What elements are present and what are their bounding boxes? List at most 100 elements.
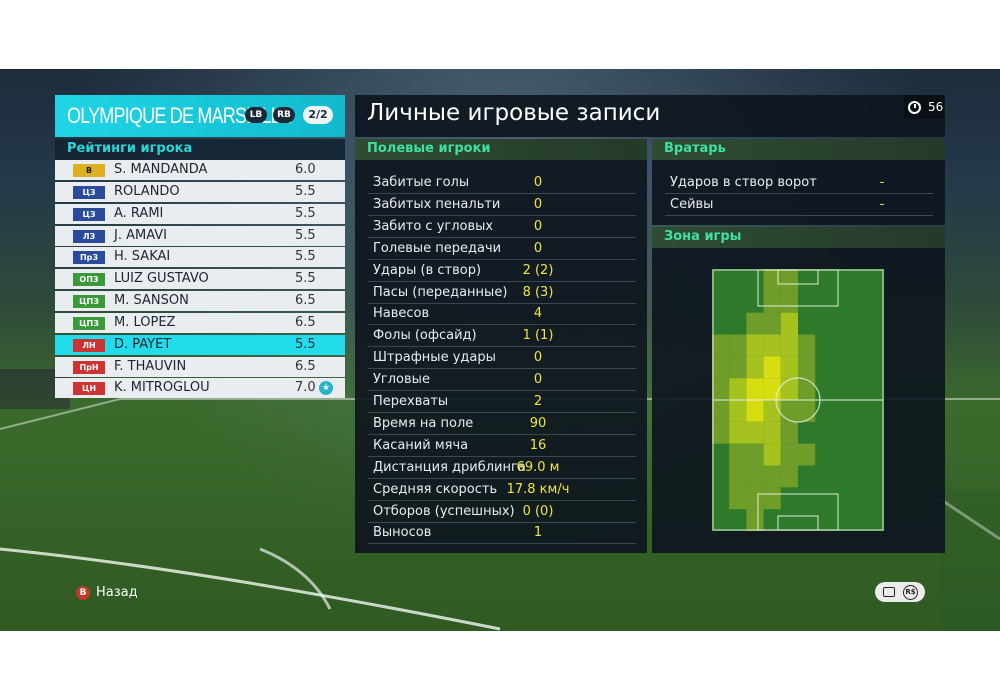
heat-cell xyxy=(780,400,798,422)
player-list: В S. MANDANDA 6.0 ЦЗ ROLANDO 5.5 ЦЗ A. RAMI 5.5 Л… xyxy=(55,160,345,400)
heat-cell xyxy=(712,356,730,379)
stat-row: Голевые передачи 0 xyxy=(368,238,636,260)
player-row[interactable]: ПрЗ H. SAKAI 5.5 xyxy=(55,247,345,268)
heat-cell xyxy=(763,334,781,357)
zone-panel: Зона игры xyxy=(652,227,945,553)
position-badge: ЦПЗ xyxy=(73,295,105,309)
stat-row: Время на поле 90 xyxy=(368,413,636,435)
heat-cell xyxy=(729,487,747,510)
player-row[interactable]: ЛН D. PAYET 5.5 xyxy=(55,334,345,355)
stat-value: 90 xyxy=(529,415,547,431)
heat-cell xyxy=(729,465,747,488)
heat-cell xyxy=(763,312,781,335)
heat-cell xyxy=(746,421,764,444)
ratings-title: Рейтинги игрока xyxy=(67,141,193,156)
stat-value: 0 (0) xyxy=(522,503,554,519)
position-badge: ПрЗ xyxy=(73,251,105,265)
zone-section-title: Зона игры xyxy=(664,229,742,244)
stat-label: Забитые голы xyxy=(373,175,470,190)
star-icon: ★ xyxy=(319,381,333,396)
stat-value: 0 xyxy=(533,240,543,256)
stat-value: 69.0 м xyxy=(516,459,560,475)
field-section-title: Полевые игроки xyxy=(367,141,491,156)
player-row[interactable]: ЦПЗ M. SANSON 6.5 xyxy=(55,291,345,312)
player-row[interactable]: ЦЗ A. RAMI 5.5 xyxy=(55,203,345,224)
player-row[interactable]: ОПЗ LUIZ GUSTAVO 5.5 xyxy=(55,269,345,290)
player-name: M. LOPEZ xyxy=(114,314,176,330)
player-rating: 5.5 xyxy=(295,336,316,352)
heat-cell xyxy=(712,400,730,422)
player-name: H. SAKAI xyxy=(114,249,171,265)
player-name: S. MANDANDA xyxy=(114,162,208,177)
player-rating: 5.5 xyxy=(295,227,316,243)
stat-label: Дистанция дриблинга xyxy=(373,459,526,475)
heat-cell xyxy=(746,334,764,357)
heat-cell xyxy=(729,421,747,444)
player-row[interactable]: ЦН K. MITROGLOU 7.0 ★ xyxy=(55,378,345,399)
player-row[interactable]: ЦПЗ M. LOPEZ 6.5 xyxy=(55,312,345,333)
stat-value: 0 xyxy=(533,175,543,190)
stat-value: 1 (1) xyxy=(522,328,554,344)
heatmap xyxy=(712,269,884,531)
heat-cell xyxy=(780,312,798,335)
player-rating: 5.5 xyxy=(295,183,316,199)
back-button[interactable]: B Назад xyxy=(76,585,138,600)
player-rating: 7.0 xyxy=(295,380,316,396)
lb-button[interactable]: LB xyxy=(245,107,267,123)
stat-label: Выносов xyxy=(373,525,432,541)
gk-section-header: Вратарь xyxy=(652,139,945,160)
stat-label: Штрафные удары xyxy=(373,350,496,366)
stat-row: Ударов в створ ворот - xyxy=(665,172,933,194)
heat-cell xyxy=(729,334,747,357)
stat-row: Пасы (переданные) 8 (3) xyxy=(368,282,636,304)
stat-value: 2 xyxy=(533,394,543,409)
stat-row: Штрафные удары 0 xyxy=(368,347,636,370)
chat-controls[interactable]: R$ xyxy=(875,582,925,602)
player-row[interactable]: ЦЗ ROLANDO 5.5 xyxy=(55,181,345,202)
heat-cell xyxy=(798,400,816,422)
goalkeeper-panel: Вратарь Ударов в створ ворот - Сейвы - xyxy=(652,139,945,225)
player-rating: 5.5 xyxy=(295,249,316,265)
rb-button[interactable]: RB xyxy=(273,107,295,123)
stat-value: 0 xyxy=(533,372,543,388)
stat-row: Выносов 1 xyxy=(368,522,636,545)
stat-value: 16 xyxy=(529,437,547,453)
heat-cell xyxy=(729,356,747,379)
back-label: Назад xyxy=(96,585,138,600)
player-rating: 6.5 xyxy=(295,358,316,374)
heat-cell xyxy=(746,400,764,422)
stat-row: Фолы (офсайд) 1 (1) xyxy=(368,325,636,348)
stat-row: Сейвы - xyxy=(665,194,933,216)
stat-label: Касаний мяча xyxy=(373,437,469,453)
stat-row: Навесов 4 xyxy=(368,303,636,326)
player-rating: 5.5 xyxy=(295,205,316,221)
stat-label: Пасы (переданные) xyxy=(373,284,508,300)
stat-label: Голевые передачи xyxy=(373,240,502,256)
stat-label: Навесов xyxy=(373,306,430,322)
stat-value: 4 xyxy=(533,306,543,322)
player-row[interactable]: В S. MANDANDA 6.0 xyxy=(55,160,345,180)
stat-label: Угловые xyxy=(373,372,430,388)
heat-cell xyxy=(729,378,747,400)
heat-cell xyxy=(729,400,747,422)
stat-value: 1 xyxy=(533,525,543,541)
heat-cell xyxy=(763,290,781,313)
timer: 56 xyxy=(904,95,944,119)
stat-row: Забито с угловых 0 xyxy=(368,216,636,238)
stat-row: Средняя скорость 17.8 км/ч xyxy=(368,479,636,501)
gk-section-title: Вратарь xyxy=(664,141,726,156)
stat-label: Время на поле xyxy=(373,415,474,431)
player-rating: 6.5 xyxy=(295,293,316,309)
heat-cell xyxy=(763,269,781,291)
stat-value: - xyxy=(879,196,885,212)
stat-row: Забитые голы 0 xyxy=(368,172,636,194)
player-row[interactable]: ПрН F. THAUVIN 6.5 xyxy=(55,356,345,377)
stat-row: Дистанция дриблинга 69.0 м xyxy=(368,457,636,479)
timer-value: 56 xyxy=(928,100,944,114)
clock-icon xyxy=(908,101,921,114)
position-badge: ЦЗ xyxy=(73,207,105,221)
player-row[interactable]: ЛЗ J. AMAVI 5.5 xyxy=(55,225,345,246)
field-section-header: Полевые игроки xyxy=(355,139,647,160)
player-name: J. AMAVI xyxy=(114,227,167,243)
stat-row: Забитых пенальти 0 xyxy=(368,194,636,216)
